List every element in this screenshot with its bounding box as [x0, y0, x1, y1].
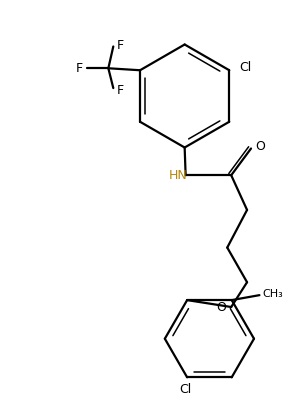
Text: F: F	[117, 39, 124, 52]
Text: F: F	[76, 62, 83, 75]
Text: O: O	[216, 301, 226, 314]
Text: Cl: Cl	[179, 383, 191, 396]
Text: Cl: Cl	[239, 61, 251, 74]
Text: CH₃: CH₃	[263, 289, 283, 299]
Text: HN: HN	[168, 169, 187, 182]
Text: F: F	[117, 84, 124, 97]
Text: O: O	[255, 140, 265, 153]
